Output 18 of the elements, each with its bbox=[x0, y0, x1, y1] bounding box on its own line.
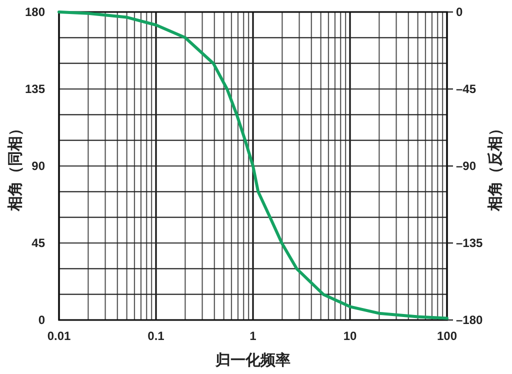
x-tick-label: 100 bbox=[436, 329, 458, 343]
y2-tick-label: –135 bbox=[456, 236, 484, 250]
y2-axis-title: 相角（反相） bbox=[487, 121, 504, 212]
x-tick-label: 1 bbox=[250, 329, 257, 343]
y-tick-label: 135 bbox=[24, 82, 46, 96]
x-axis-title: 归一化频率 bbox=[214, 351, 290, 369]
y2-tick-label: –45 bbox=[456, 82, 476, 96]
y-tick-label: 45 bbox=[32, 236, 46, 250]
y-axis-title: 相角（同相） bbox=[7, 121, 24, 212]
y-tick-label: 180 bbox=[24, 5, 46, 19]
x-tick-label: 10 bbox=[343, 329, 357, 343]
x-tick-label: 0.01 bbox=[47, 329, 71, 343]
y-tick-label: 0 bbox=[38, 313, 46, 327]
y2-tick-label: –180 bbox=[456, 313, 484, 327]
y2-tick-label: 0 bbox=[456, 5, 463, 19]
y2-tick-label: –90 bbox=[456, 159, 476, 173]
y-tick-label: 90 bbox=[32, 159, 46, 173]
x-tick-label: 0.1 bbox=[148, 329, 165, 343]
